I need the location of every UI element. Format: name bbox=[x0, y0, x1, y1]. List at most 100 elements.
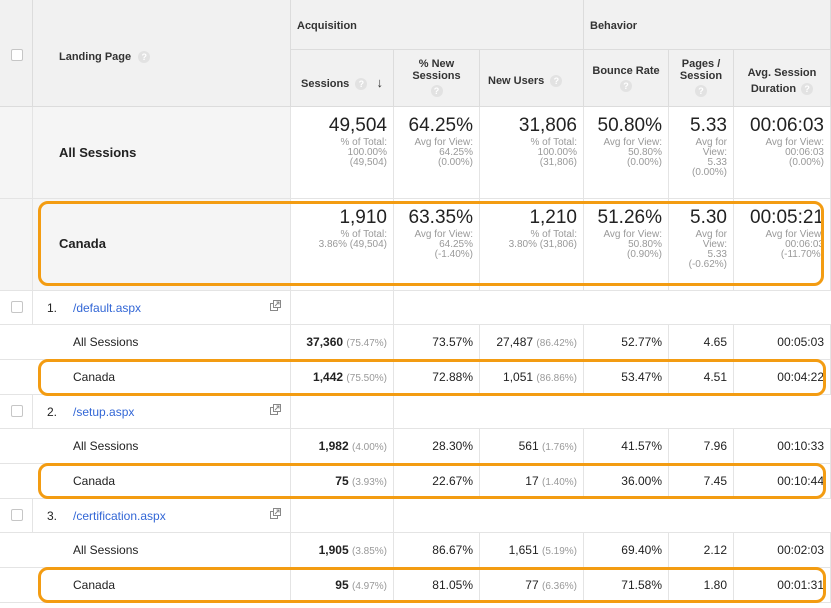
page-index: 3. bbox=[47, 509, 58, 523]
pages-value: 7.45 bbox=[704, 474, 727, 488]
new-sessions-number: 28.30% bbox=[432, 439, 473, 453]
sessions-cell: 1,442 (75.50%) bbox=[291, 360, 394, 395]
new-users-column-header[interactable]: New Users ? bbox=[480, 50, 584, 107]
avg-session-duration-column-header[interactable]: Avg. Session Duration ? bbox=[734, 50, 831, 107]
new-users-value: 561 (1.76%) bbox=[519, 439, 577, 453]
summary-sessions-sub: % of Total: 100.00% (49,504) bbox=[340, 137, 387, 168]
duration-cell: 00:01:31 bbox=[734, 568, 831, 603]
new-sessions-value: 22.67% bbox=[432, 474, 473, 488]
summary-pages-sub: Avg for View: 5.33 (-0.62%) bbox=[688, 229, 727, 270]
segment-label: All Sessions bbox=[73, 335, 139, 349]
page-row-label-cell: 3. /certification.aspx bbox=[33, 499, 291, 533]
summary-bounce-rate-sub: Avg for View: 50.80% (0.00%) bbox=[603, 137, 662, 168]
segment-row-blank bbox=[0, 429, 33, 464]
select-all-checkbox[interactable] bbox=[11, 49, 23, 61]
open-external-icon[interactable] bbox=[270, 404, 281, 415]
sessions-value: 37,360 (75.47%) bbox=[306, 335, 387, 349]
new-sessions-column-header[interactable]: % New Sessions ? bbox=[394, 50, 480, 107]
summary-bounce-rate-sub: Avg for View: 50.80% (0.90%) bbox=[603, 229, 662, 260]
page-index: 2. bbox=[47, 405, 58, 419]
pages-session-column-header[interactable]: Pages / Session ? bbox=[669, 50, 734, 107]
help-icon[interactable]: ? bbox=[138, 51, 151, 64]
summary-sessions-cell: 1,910 % of Total: 3.86% (49,504) bbox=[291, 199, 394, 291]
summary-pages-cell: 5.30 Avg for View: 5.33 (-0.62%) bbox=[669, 199, 734, 291]
summary-new-sessions-value: 63.35% bbox=[408, 207, 473, 228]
sessions-percent: (3.85%) bbox=[351, 546, 387, 557]
page-index: 1. bbox=[47, 301, 58, 315]
sessions-percent: (75.50%) bbox=[346, 373, 387, 384]
help-icon[interactable]: ? bbox=[430, 85, 443, 97]
landing-page-header[interactable]: Landing Page ? bbox=[33, 0, 291, 107]
pages-cell: 4.51 bbox=[669, 360, 734, 395]
new-sessions-cell: 28.30% bbox=[394, 429, 480, 464]
open-external-icon[interactable] bbox=[270, 508, 281, 519]
duration-value: 00:01:31 bbox=[777, 578, 824, 592]
sessions-cell: 75 (3.93%) bbox=[291, 464, 394, 499]
sort-descending-icon[interactable]: ↓ bbox=[376, 75, 383, 90]
landing-page-link[interactable]: /default.aspx bbox=[73, 301, 142, 315]
open-external-icon[interactable] bbox=[270, 300, 281, 311]
pages-value: 1.80 bbox=[704, 578, 727, 592]
summary-row-canada-blank bbox=[0, 199, 33, 291]
summary-row-label-cell: All Sessions bbox=[33, 107, 291, 199]
pages-number: 7.45 bbox=[703, 474, 727, 488]
pages-value: 2.12 bbox=[704, 543, 727, 557]
sessions-cell: 1,982 (4.00%) bbox=[291, 429, 394, 464]
row-checkbox[interactable] bbox=[11, 301, 23, 313]
sessions-value: 95 (4.97%) bbox=[335, 578, 387, 592]
new-users-cell: 77 (6.36%) bbox=[480, 568, 584, 603]
bounce-rate-number: 52.77% bbox=[621, 335, 662, 349]
landing-page-link[interactable]: /certification.aspx bbox=[73, 509, 166, 523]
pages-cell: 4.65 bbox=[669, 325, 734, 360]
summary-row-label-cell: Canada bbox=[33, 199, 291, 291]
row-checkbox[interactable] bbox=[11, 509, 23, 521]
duration-value: 00:02:03 bbox=[777, 543, 824, 557]
summary-row-label: Canada bbox=[59, 236, 106, 251]
duration-cell: 00:02:03 bbox=[734, 533, 831, 568]
help-icon[interactable]: ? bbox=[695, 85, 707, 97]
new-sessions-cell: 81.05% bbox=[394, 568, 480, 603]
new-users-value: 27,487 (86.42%) bbox=[496, 335, 577, 349]
new-sessions-cell: 73.57% bbox=[394, 325, 480, 360]
duration-number: 00:10:33 bbox=[777, 439, 824, 453]
page-row-checkbox-cell bbox=[0, 395, 33, 429]
new-sessions-value: 73.57% bbox=[432, 335, 473, 349]
new-sessions-cell: 22.67% bbox=[394, 464, 480, 499]
bounce-rate-column-header[interactable]: Bounce Rate ? bbox=[584, 50, 669, 107]
help-icon[interactable]: ? bbox=[550, 75, 563, 88]
summary-duration-sub: Avg for View: 00:06:03 (0.00%) bbox=[765, 137, 824, 168]
bounce-rate-number: 71.58% bbox=[621, 578, 662, 592]
new-users-value: 1,051 (86.86%) bbox=[503, 370, 577, 384]
duration-number: 00:05:03 bbox=[777, 335, 824, 349]
help-icon[interactable]: ? bbox=[355, 78, 368, 91]
new-users-cell: 27,487 (86.42%) bbox=[480, 325, 584, 360]
summary-duration-cell: 00:05:21 Avg for View: 00:06:03 (-11.70%) bbox=[734, 199, 831, 291]
summary-row-label: All Sessions bbox=[59, 145, 137, 160]
sessions-column-header[interactable]: Sessions ? ↓ bbox=[291, 50, 394, 107]
new-users-percent: (1.40%) bbox=[541, 477, 577, 488]
help-icon[interactable]: ? bbox=[801, 83, 814, 96]
segment-row-blank bbox=[0, 360, 33, 395]
row-checkbox[interactable] bbox=[11, 405, 23, 417]
summary-duration-value: 00:06:03 bbox=[750, 115, 824, 136]
duration-cell: 00:04:22 bbox=[734, 360, 831, 395]
help-icon[interactable]: ? bbox=[620, 80, 632, 92]
summary-new-sessions-sub: Avg for View: 64.25% (0.00%) bbox=[414, 137, 473, 168]
duration-number: 00:04:22 bbox=[777, 370, 824, 384]
segment-label: All Sessions bbox=[73, 543, 139, 557]
sessions-value: 1,982 (4.00%) bbox=[319, 439, 387, 453]
duration-cell: 00:10:33 bbox=[734, 429, 831, 464]
new-users-number: 1,051 bbox=[503, 370, 534, 384]
new-users-cell: 17 (1.40%) bbox=[480, 464, 584, 499]
sessions-value: 1,442 (75.50%) bbox=[313, 370, 387, 384]
segment-label-cell: Canada bbox=[33, 360, 291, 395]
page-row-checkbox-cell bbox=[0, 291, 33, 325]
new-sessions-number: 81.05% bbox=[432, 578, 473, 592]
segment-label: Canada bbox=[73, 578, 116, 592]
landing-page-link[interactable]: /setup.aspx bbox=[73, 405, 135, 419]
page-row-metrics-blank bbox=[291, 499, 394, 533]
summary-bounce-rate-cell: 51.26% Avg for View: 50.80% (0.90%) bbox=[584, 199, 669, 291]
duration-number: 00:02:03 bbox=[777, 543, 824, 557]
page-row-label-cell: 2. /setup.aspx bbox=[33, 395, 291, 429]
segment-label-cell: All Sessions bbox=[33, 325, 291, 360]
